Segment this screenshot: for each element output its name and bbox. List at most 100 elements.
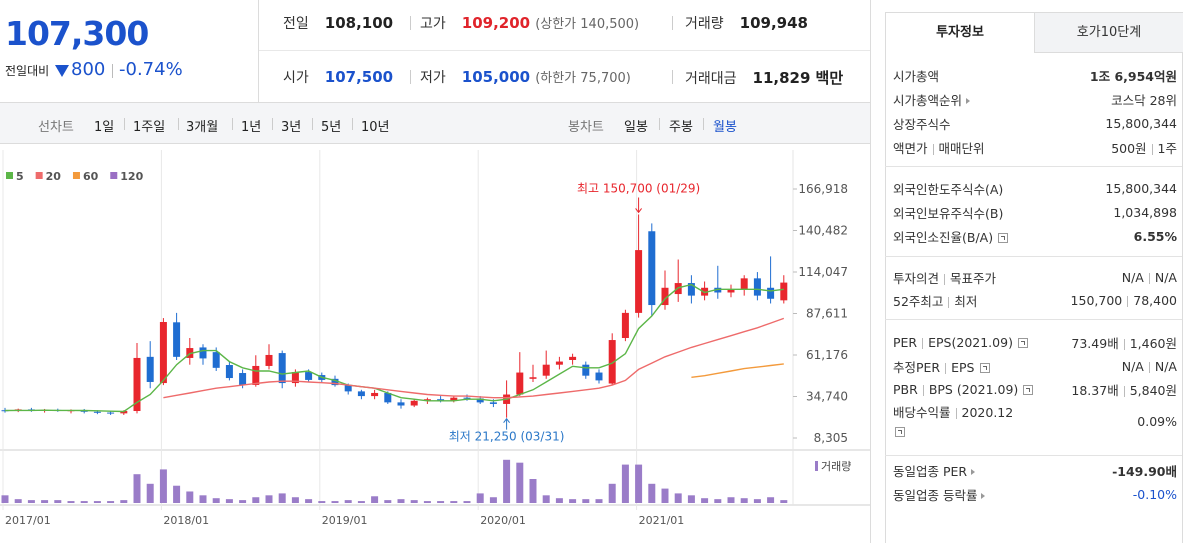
period-button[interactable]: 3년 <box>281 120 302 135</box>
candle-body <box>239 373 247 385</box>
separator <box>312 118 313 130</box>
tab[interactable]: 호가10단계 <box>1034 13 1183 53</box>
candle-body <box>410 400 418 406</box>
label: BPS (2021.09) <box>928 381 1019 397</box>
tab-active[interactable]: 투자정보 <box>886 13 1034 53</box>
period-button[interactable]: 10년 <box>361 120 390 135</box>
candle-body <box>621 312 629 339</box>
label[interactable]: 시가총액순위 <box>893 92 963 108</box>
period-button[interactable]: 3개월 <box>186 120 219 135</box>
period-button-active[interactable]: 월봉 <box>713 120 737 135</box>
info-row: PBR BPS (2021.09) 18.37배 5,840원 <box>893 380 1177 398</box>
help-icon[interactable] <box>979 363 990 373</box>
volume-bar <box>476 493 484 503</box>
candle-body <box>687 283 695 296</box>
label[interactable]: 동일업종 PER <box>893 463 968 479</box>
info-row: 액면가 매매단위 500원 1주 <box>893 138 1177 156</box>
volume-bar <box>714 499 722 503</box>
summary-cell: 거래대금 11,829 백만 <box>685 67 843 88</box>
label: 배당수익률 <box>893 405 951 420</box>
candle-body <box>371 392 379 397</box>
volume-bar <box>397 499 405 503</box>
value: 18.37배 <box>1071 382 1119 398</box>
value: 108,100 <box>324 14 394 32</box>
period-button[interactable]: 1주일 <box>133 120 166 135</box>
volume-bar <box>489 497 497 503</box>
help-icon[interactable] <box>1023 385 1034 395</box>
period-button[interactable]: 주봉 <box>669 120 693 135</box>
candle-body <box>489 402 497 404</box>
volume-bar <box>450 501 458 503</box>
volume-bar <box>648 483 656 503</box>
volume-bar <box>503 459 511 503</box>
help-icon[interactable] <box>998 233 1009 243</box>
separator <box>922 337 924 349</box>
volume-bar <box>727 497 735 503</box>
separator <box>945 362 947 374</box>
divider <box>885 256 1182 257</box>
volume-bar <box>410 500 418 503</box>
period-button[interactable]: 1일 <box>94 120 115 135</box>
value: N/A <box>1154 358 1177 374</box>
volume-bar <box>344 500 352 503</box>
down-arrow-icon <box>55 65 69 77</box>
label[interactable]: 동일업종 등락률 <box>893 487 978 503</box>
y-tick-label: 61,176 <box>806 348 848 362</box>
label: 52주최고 <box>893 293 944 309</box>
separator <box>922 384 924 396</box>
value: 105,000 <box>461 68 531 86</box>
volume-bar <box>635 464 643 503</box>
volume-bar <box>318 501 326 503</box>
y-tick-label: 140,482 <box>798 224 848 238</box>
help-icon[interactable] <box>895 426 905 437</box>
label: 외국인보유주식수(B) <box>893 205 1004 221</box>
volume-bar <box>27 500 35 503</box>
period-button[interactable]: 일봉 <box>624 120 648 135</box>
separator <box>1123 385 1125 397</box>
volume-bar <box>608 483 616 503</box>
volume-legend-swatch <box>815 461 818 471</box>
period-button[interactable]: 5년 <box>321 120 342 135</box>
label: 고가 <box>420 16 446 32</box>
label: 외국인소진율(B/A) <box>893 229 994 245</box>
separator <box>1123 338 1125 350</box>
separator <box>272 118 273 130</box>
separator <box>659 118 660 130</box>
candle-body <box>159 321 167 384</box>
separator <box>955 408 957 419</box>
candle-body <box>384 392 392 403</box>
volume-bar <box>569 499 577 503</box>
info-row: 외국인소진율(B/A) 6.55% <box>893 227 1177 245</box>
candle-body <box>595 372 603 381</box>
candle-body <box>569 356 577 360</box>
candle-body <box>357 391 365 397</box>
candle-body <box>437 399 445 401</box>
value: -149.90배 <box>1112 463 1177 479</box>
label: 시가총액 <box>893 68 940 84</box>
volume-bar <box>93 501 101 503</box>
ma-line <box>4 283 784 413</box>
volume-bar <box>740 498 748 503</box>
price-block: 107,300 전일대비 800 -0.74% <box>0 0 259 103</box>
volume-bar <box>146 483 154 503</box>
value: 150,700 <box>1070 292 1123 308</box>
separator <box>410 16 411 30</box>
help-icon[interactable] <box>1017 338 1028 348</box>
volume-bar <box>582 499 590 503</box>
x-tick-label: 2017/01 <box>5 514 51 527</box>
label: 저가 <box>420 70 446 86</box>
volume-bar <box>212 498 220 503</box>
period-button[interactable]: 1년 <box>241 120 262 135</box>
candle-body <box>225 365 233 379</box>
change: 800 <box>71 59 106 80</box>
volume-bar <box>80 501 88 503</box>
divider <box>885 319 1182 320</box>
line-chart-label: 선차트 <box>38 120 74 135</box>
value: 15,800,344 <box>1105 115 1177 131</box>
value: 73.49배 <box>1071 335 1119 351</box>
candle-body <box>740 278 748 290</box>
volume-bar <box>252 497 260 503</box>
x-tick-label: 2018/01 <box>163 514 209 527</box>
candle-body <box>133 357 141 412</box>
